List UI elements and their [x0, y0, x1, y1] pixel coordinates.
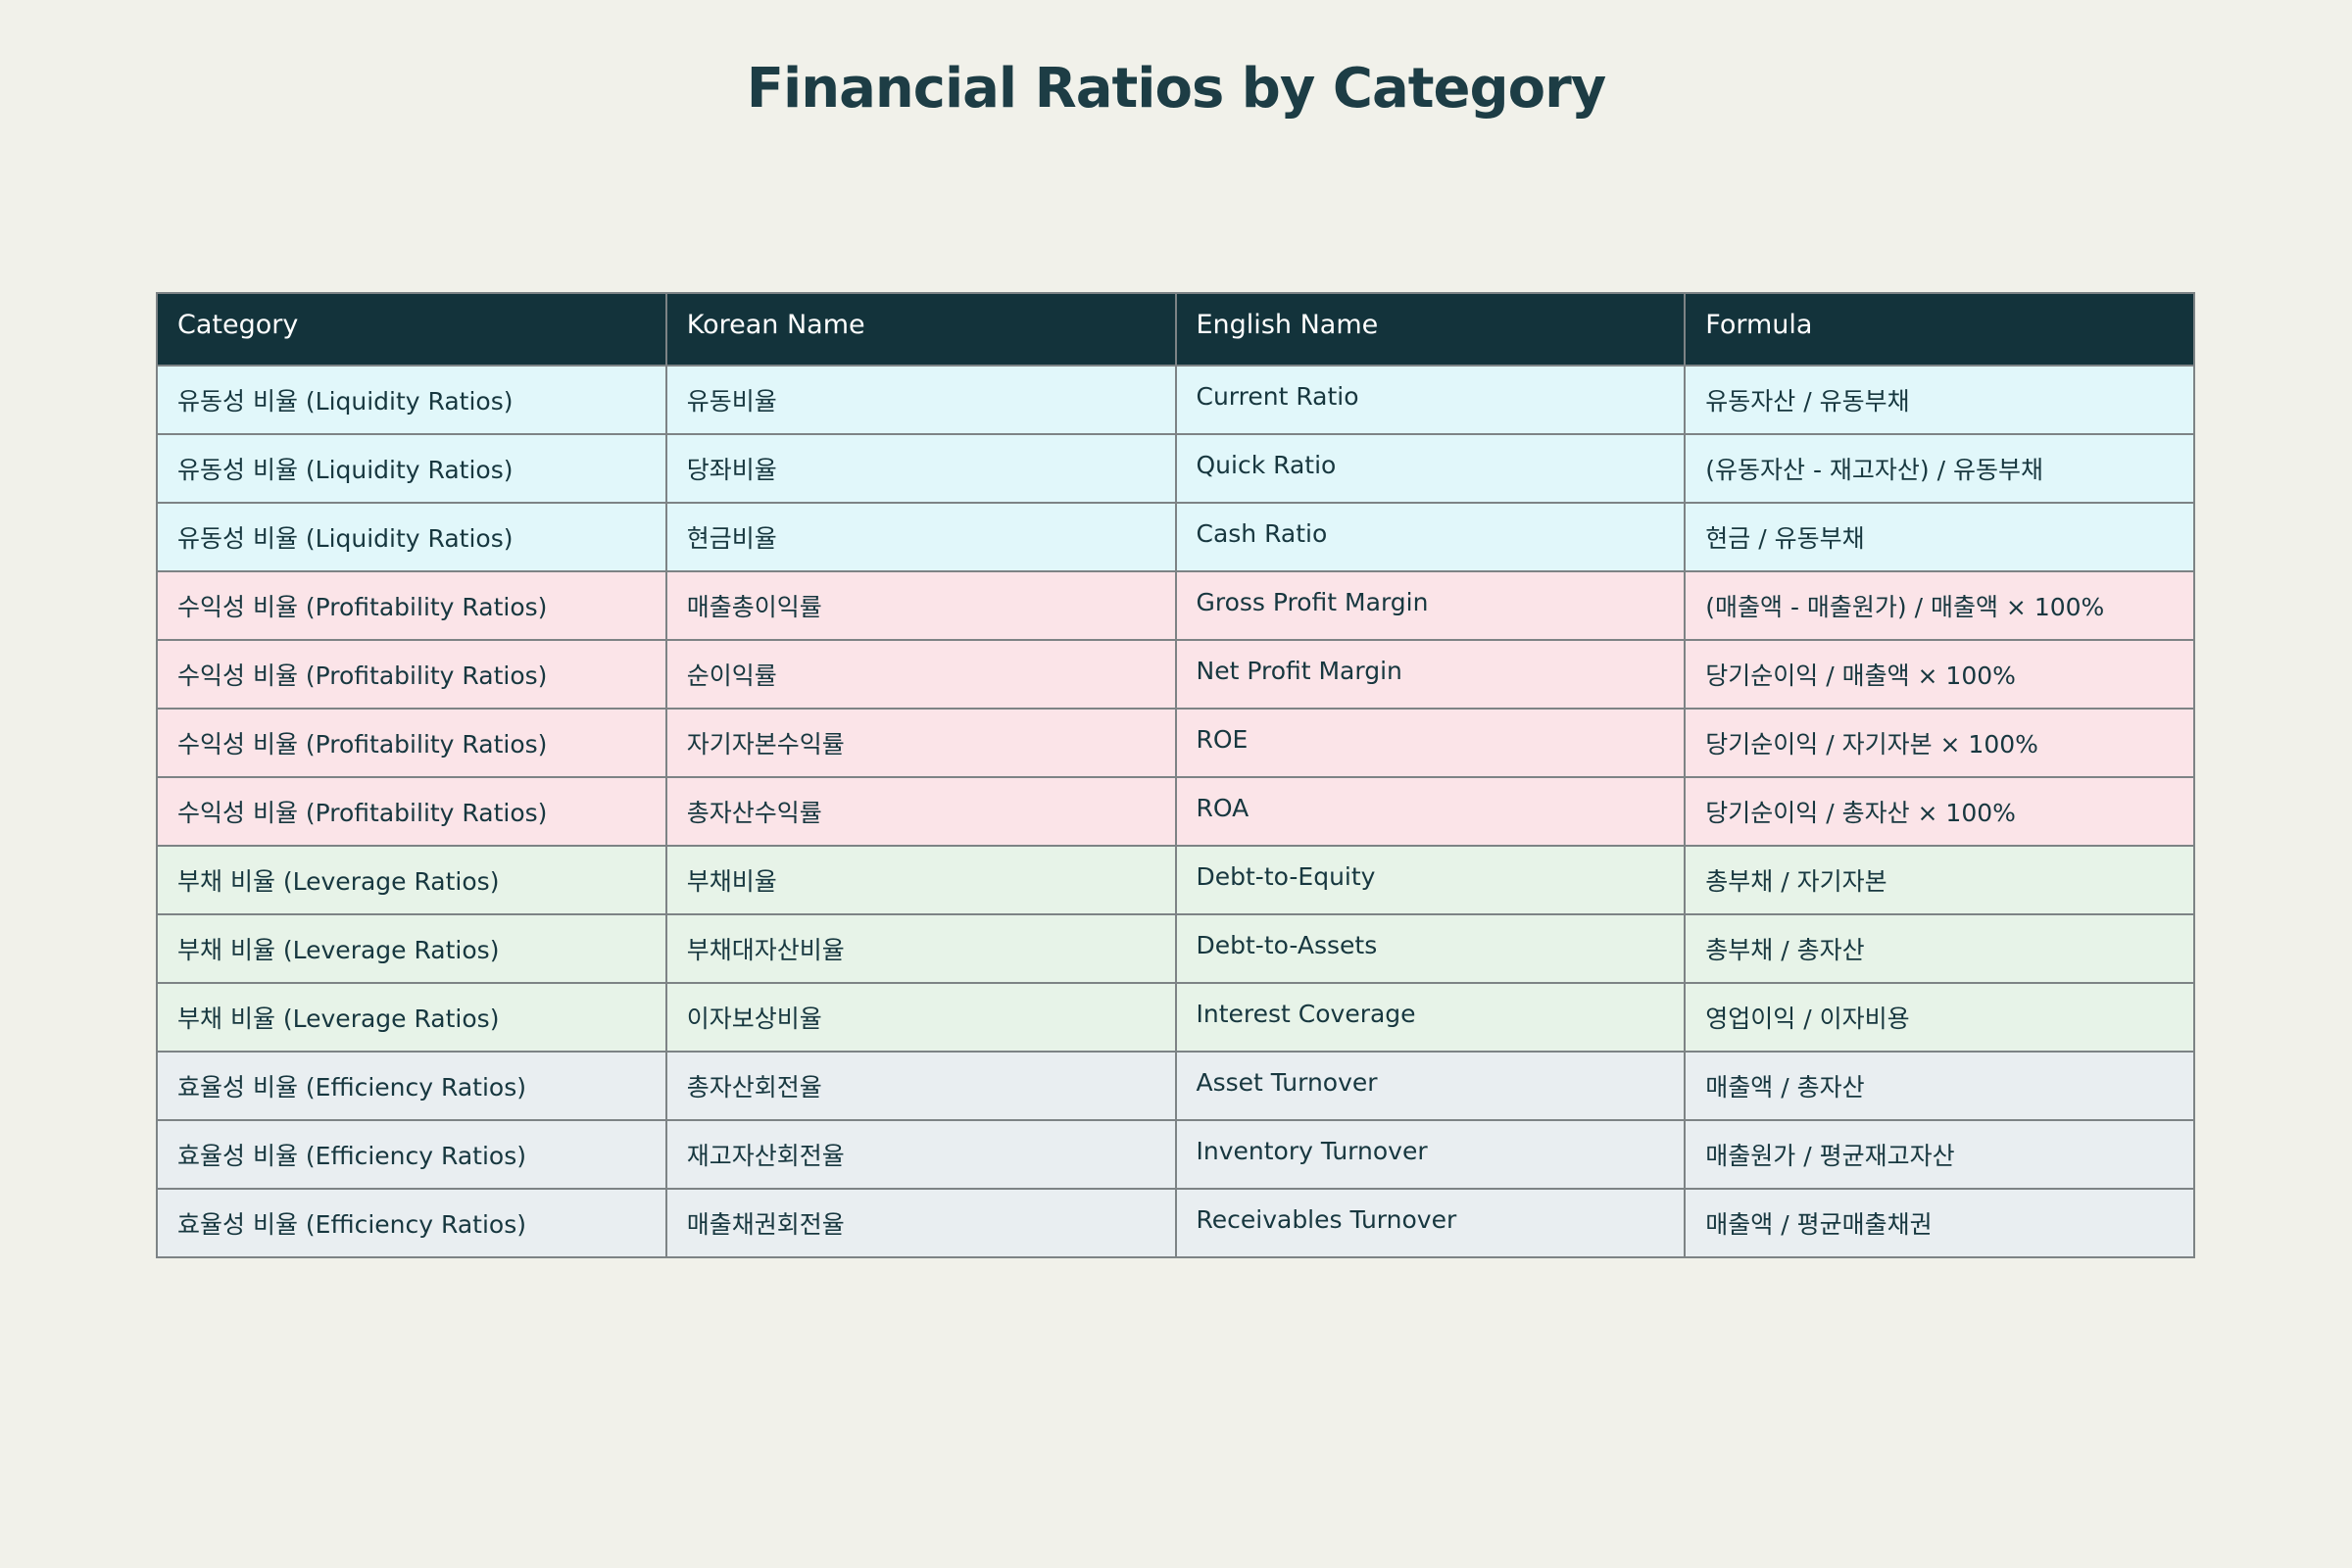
- cell-category: 부채 비율 (Leverage Ratios): [156, 845, 667, 915]
- cell-category: 수익성 비율 (Profitability Ratios): [156, 708, 667, 778]
- cell-korean-name: 부채대자산비율: [664, 913, 1177, 984]
- cell-english-name: Debt-to-Assets: [1174, 913, 1687, 984]
- cell-category: 유동성 비율 (Liquidity Ratios): [156, 365, 667, 435]
- cell-category: 수익성 비율 (Profitability Ratios): [156, 639, 667, 710]
- cell-formula: 매출원가 / 평균재고자산: [1684, 1119, 2195, 1190]
- table-row: 유동성 비율 (Liquidity Ratios) 유동비율 Current Rat…: [156, 365, 2195, 435]
- table-header: Category Korean Name English Name Formul…: [156, 292, 2195, 367]
- cell-category: 유동성 비율 (Liquidity Ratios): [156, 433, 667, 504]
- cell-korean-name: 부채비율: [664, 845, 1177, 915]
- table-row: 부채 비율 (Leverage Ratios) 이자보상비율 Interest Co…: [156, 982, 2195, 1053]
- cell-formula: (유동자산 - 재고자산) / 유동부채: [1684, 433, 2195, 504]
- cell-category: 수익성 비율 (Profitability Ratios): [156, 570, 667, 641]
- cell-formula: 당기순이익 / 자기자본 × 100%: [1684, 708, 2195, 778]
- table-row: 효율성 비율 (Efficiency Ratios) 재고자산회전율 Invento…: [156, 1119, 2195, 1190]
- column-header-english-name: English Name: [1174, 292, 1687, 367]
- cell-formula: 영업이익 / 이자비용: [1684, 982, 2195, 1053]
- cell-korean-name: 현금비율: [664, 502, 1177, 572]
- cell-english-name: Quick Ratio: [1174, 433, 1687, 504]
- ratios-table-container: Category Korean Name English Name Formul…: [156, 292, 2195, 1258]
- table-row: 효율성 비율 (Efficiency Ratios) 총자산회전율 Asset Tu…: [156, 1051, 2195, 1121]
- cell-formula: 유동자산 / 유동부채: [1684, 365, 2195, 435]
- cell-formula: 매출액 / 평균매출채권: [1684, 1188, 2195, 1258]
- table-row: 유동성 비율 (Liquidity Ratios) 당좌비율 Quick Ratio…: [156, 433, 2195, 504]
- cell-formula: 매출액 / 총자산: [1684, 1051, 2195, 1121]
- cell-korean-name: 당좌비율: [664, 433, 1177, 504]
- cell-english-name: Cash Ratio: [1174, 502, 1687, 572]
- cell-formula: 현금 / 유동부채: [1684, 502, 2195, 572]
- cell-english-name: ROA: [1174, 776, 1687, 847]
- table-row: 부채 비율 (Leverage Ratios) 부채비율 Debt-to-Equit…: [156, 845, 2195, 915]
- cell-korean-name: 자기자본수익률: [664, 708, 1177, 778]
- cell-english-name: ROE: [1174, 708, 1687, 778]
- cell-korean-name: 총자산수익률: [664, 776, 1177, 847]
- cell-formula: (매출액 - 매출원가) / 매출액 × 100%: [1684, 570, 2195, 641]
- table-row: 수익성 비율 (Profitability Ratios) 매출총이익률 Gross…: [156, 570, 2195, 641]
- cell-category: 수익성 비율 (Profitability Ratios): [156, 776, 667, 847]
- cell-korean-name: 유동비율: [664, 365, 1177, 435]
- cell-english-name: Net Profit Margin: [1174, 639, 1687, 710]
- cell-category: 효율성 비율 (Efficiency Ratios): [156, 1051, 667, 1121]
- table-row: 부채 비율 (Leverage Ratios) 부채대자산비율 Debt-to-As…: [156, 913, 2195, 984]
- cell-formula: 당기순이익 / 매출액 × 100%: [1684, 639, 2195, 710]
- column-header-korean-name: Korean Name: [664, 292, 1177, 367]
- cell-english-name: Inventory Turnover: [1174, 1119, 1687, 1190]
- cell-korean-name: 총자산회전율: [664, 1051, 1177, 1121]
- table-row: 유동성 비율 (Liquidity Ratios) 현금비율 Cash Ratio 현…: [156, 502, 2195, 572]
- cell-korean-name: 매출채권회전율: [664, 1188, 1177, 1258]
- cell-category: 부채 비율 (Leverage Ratios): [156, 982, 667, 1053]
- cell-english-name: Current Ratio: [1174, 365, 1687, 435]
- cell-english-name: Asset Turnover: [1174, 1051, 1687, 1121]
- cell-korean-name: 순이익률: [664, 639, 1177, 710]
- cell-english-name: Receivables Turnover: [1174, 1188, 1687, 1258]
- cell-english-name: Interest Coverage: [1174, 982, 1687, 1053]
- table-row: 효율성 비율 (Efficiency Ratios) 매출채권회전율 Receiva…: [156, 1188, 2195, 1258]
- table-row: 수익성 비율 (Profitability Ratios) 자기자본수익률 ROE 당…: [156, 708, 2195, 778]
- cell-korean-name: 매출총이익률: [664, 570, 1177, 641]
- cell-english-name: Gross Profit Margin: [1174, 570, 1687, 641]
- cell-korean-name: 이자보상비율: [664, 982, 1177, 1053]
- cell-category: 유동성 비율 (Liquidity Ratios): [156, 502, 667, 572]
- cell-formula: 당기순이익 / 총자산 × 100%: [1684, 776, 2195, 847]
- table-row: 수익성 비율 (Profitability Ratios) 순이익률 Net Pro…: [156, 639, 2195, 710]
- table-body: 유동성 비율 (Liquidity Ratios) 유동비율 Current Rat…: [156, 365, 2195, 1258]
- column-header-category: Category: [156, 292, 667, 367]
- column-header-formula: Formula: [1684, 292, 2195, 367]
- cell-category: 부채 비율 (Leverage Ratios): [156, 913, 667, 984]
- cell-category: 효율성 비율 (Efficiency Ratios): [156, 1188, 667, 1258]
- cell-korean-name: 재고자산회전율: [664, 1119, 1177, 1190]
- cell-category: 효율성 비율 (Efficiency Ratios): [156, 1119, 667, 1190]
- page-title: Financial Ratios by Category: [746, 57, 1606, 121]
- cell-formula: 총부채 / 자기자본: [1684, 845, 2195, 915]
- table-row: 수익성 비율 (Profitability Ratios) 총자산수익률 ROA 당기…: [156, 776, 2195, 847]
- cell-formula: 총부채 / 총자산: [1684, 913, 2195, 984]
- cell-english-name: Debt-to-Equity: [1174, 845, 1687, 915]
- ratios-table: Category Korean Name English Name Formul…: [156, 292, 2195, 1258]
- table-header-row: Category Korean Name English Name Formul…: [156, 292, 2195, 367]
